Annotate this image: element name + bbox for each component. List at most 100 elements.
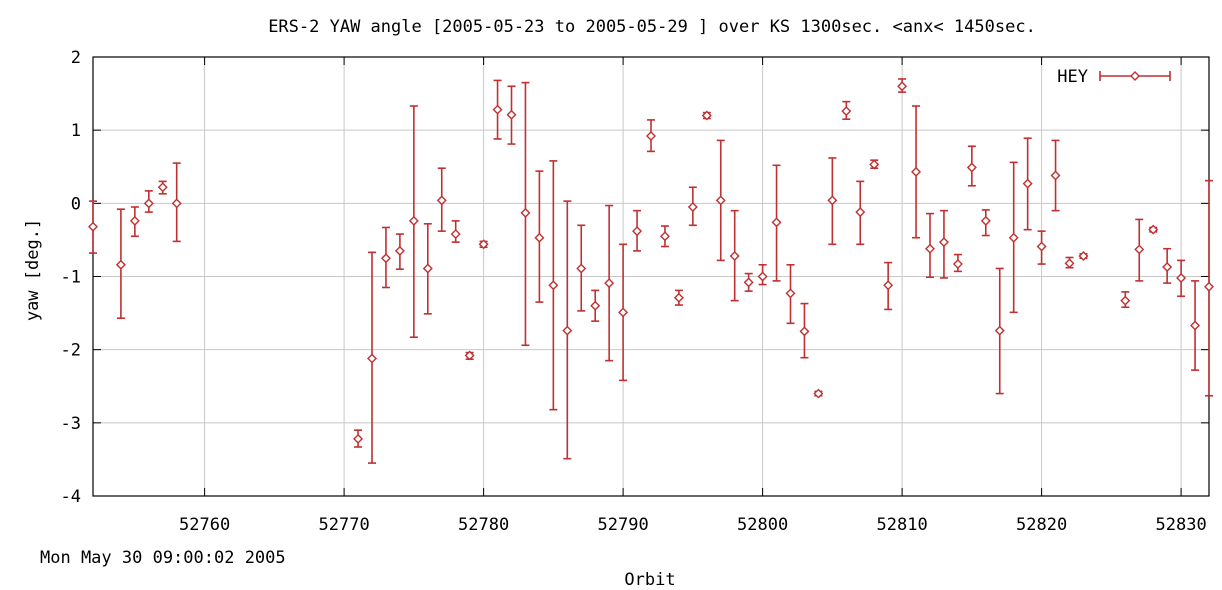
data-point-group (1064, 256, 1075, 269)
data-point (590, 300, 601, 311)
data-point-group (394, 233, 405, 270)
data-point (492, 104, 503, 115)
data-point-group (464, 350, 475, 361)
x-tick-label: 52790 (598, 515, 649, 535)
data-point-group (757, 263, 768, 286)
data-point (659, 231, 670, 242)
data-point (436, 195, 447, 206)
data-point (952, 259, 963, 270)
data-point (1134, 244, 1145, 255)
data-point (129, 215, 140, 226)
data-point-group (1204, 179, 1214, 397)
x-tick-label: 52800 (737, 515, 788, 535)
data-point-group (450, 220, 461, 243)
data-point-group (478, 239, 489, 250)
data-point-group (925, 212, 935, 279)
data-point-group (952, 253, 963, 273)
y-axis-label: yaw [deg.] (23, 219, 43, 321)
data-point-group (380, 226, 391, 289)
data-point (855, 207, 866, 218)
data-point-group (492, 79, 503, 140)
y-tick-label: 1 (71, 121, 81, 141)
data-point-group (1008, 161, 1019, 314)
data-point (785, 288, 796, 299)
x-tick-label: 52760 (179, 515, 230, 535)
data-point-group (604, 204, 615, 362)
data-point-group (799, 302, 810, 359)
data-point-group (980, 209, 991, 237)
data-point (883, 280, 894, 291)
data-point (157, 182, 168, 193)
data-point (813, 388, 824, 399)
data-point-group (1078, 251, 1089, 262)
data-point-group (785, 263, 796, 325)
data-point (143, 198, 154, 209)
data-point (757, 271, 768, 282)
data-point (1162, 261, 1173, 272)
data-point (729, 251, 740, 262)
data-point (632, 226, 643, 237)
x-tick-label: 52770 (319, 515, 370, 535)
legend-marker (1099, 71, 1171, 81)
data-point-group (673, 289, 684, 306)
data-point-group (827, 157, 838, 246)
data-point-group (534, 170, 545, 303)
data-point (478, 239, 489, 250)
data-point (1176, 272, 1187, 283)
data-point (646, 131, 656, 142)
y-tick-label: -1 (61, 268, 81, 288)
data-point-group (1022, 137, 1033, 231)
data-point (715, 195, 726, 206)
data-point-group (855, 180, 866, 246)
data-point-group (548, 160, 559, 411)
y-tick-label: 2 (71, 48, 81, 68)
data-point (966, 162, 977, 173)
generated-timestamp: Mon May 30 09:00:02 2005 (40, 548, 286, 568)
data-point (604, 278, 615, 289)
data-point (841, 106, 852, 117)
data-point-group (994, 267, 1005, 395)
data-point (1050, 170, 1061, 181)
data-point (925, 243, 935, 254)
data-point (380, 253, 391, 264)
data-point-group (129, 206, 140, 238)
data-point (799, 326, 810, 337)
data-point-group (1036, 230, 1047, 265)
data-point (1204, 281, 1214, 292)
data-point (1190, 320, 1201, 331)
data-point (88, 221, 98, 232)
data-point-group (590, 289, 601, 322)
data-point (994, 325, 1005, 336)
data-point (534, 232, 545, 243)
data-point-group (422, 223, 433, 315)
data-point-group (1176, 259, 1187, 298)
y-tick-label: 0 (71, 194, 81, 214)
data-point (450, 229, 461, 240)
chart-title: ERS-2 YAW angle [2005-05-23 to 2005-05-2… (268, 17, 1036, 37)
data-point (980, 215, 991, 226)
data-point-group (1134, 218, 1145, 282)
x-tick-label: 52820 (1016, 515, 1067, 535)
data-point-group (841, 100, 852, 120)
data-point-group (743, 272, 754, 292)
data-point (673, 292, 684, 303)
data-point (548, 280, 559, 291)
data-point (897, 81, 908, 92)
data-point-group (353, 429, 364, 448)
legend-point (1130, 71, 1140, 81)
data-point (520, 207, 531, 218)
y-tick-labels: -4 -3 -2 -1 0 1 2 (61, 48, 81, 507)
data-point (353, 433, 364, 444)
x-tick-labels: 52760 52770 52780 52790 52800 52810 52820 52830 (179, 515, 1207, 535)
data-point-group (408, 105, 419, 339)
data-point-group (157, 180, 168, 195)
data-point (422, 263, 433, 274)
x-tick-label: 52810 (877, 515, 928, 535)
data-point (1008, 232, 1019, 243)
data-point (743, 277, 754, 288)
data-point-group (367, 251, 377, 464)
data-point (827, 195, 838, 206)
data-point-group (143, 190, 154, 213)
data-point (771, 217, 782, 228)
